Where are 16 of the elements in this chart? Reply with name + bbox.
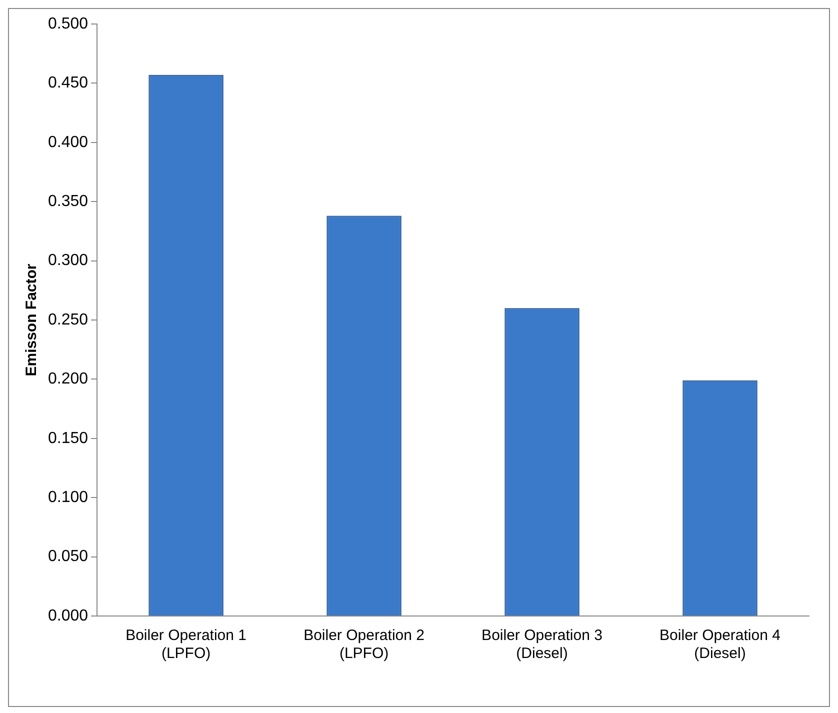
y-tick-label: 0.150 (48, 430, 88, 447)
y-tick-label: 0.350 (48, 193, 88, 210)
y-tick-label: 0.400 (48, 134, 88, 151)
y-tick-label: 0.100 (48, 489, 88, 506)
y-tick-label: 0.200 (48, 370, 88, 388)
y-tick-label: 0.450 (48, 74, 88, 92)
x-tick-label: Boiler Operation 3 (Diesel) (482, 627, 602, 662)
x-tick-label: Boiler Operation 1 (LPFO) (126, 627, 246, 662)
x-tick-label: Boiler Operation 2 (LPFO) (304, 627, 424, 662)
y-tick-label: 0.300 (48, 252, 88, 270)
y-tick-label: 0.500 (48, 15, 88, 32)
x-tick-label: Boiler Operation 4 (Diesel) (660, 627, 780, 662)
y-tick-label: 0.000 (48, 607, 88, 624)
y-tick-label: 0.050 (48, 548, 88, 566)
y-tick-label: 0.250 (48, 311, 88, 328)
y-axis-title: Emisson Factor (23, 264, 40, 376)
